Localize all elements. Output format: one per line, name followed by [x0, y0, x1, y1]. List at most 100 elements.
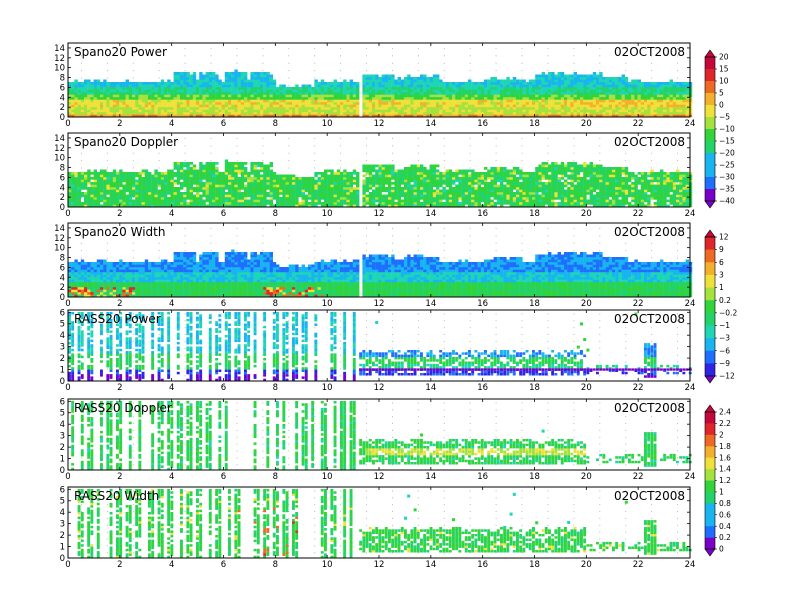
x-axis: 0 2 4 6 8 10 12 14 16 18 20 22 24 [65, 223, 695, 309]
panel-title: RASS20 Doppler [74, 401, 172, 415]
colorbar-label: −15 [719, 137, 735, 146]
x-tick-label: 22 [633, 560, 644, 570]
x-tick-label: 2 [117, 383, 122, 393]
x-tick-label: 24 [685, 119, 696, 129]
x-axis: 0 2 4 6 8 10 12 14 16 18 20 22 24 [65, 310, 695, 393]
colorbar-label: 1 [719, 488, 724, 497]
x-tick-label: 4 [169, 472, 174, 482]
colorbar-label: −0.2 [719, 308, 737, 317]
x-tick-label: 24 [685, 299, 696, 309]
colorbar-label: 0.8 [719, 499, 731, 508]
y-tick-label: 4 [60, 420, 65, 430]
x-tick-label: 8 [273, 209, 278, 219]
panel-date: 02OCT2008 [614, 401, 685, 415]
y-tick-label: 5 [60, 320, 65, 330]
colorbar-segment [705, 434, 715, 447]
x-tick-label: 14 [425, 383, 436, 393]
x-tick-label: 4 [169, 560, 174, 570]
y-tick-label: 12 [54, 234, 65, 244]
panel-title: Spano20 Doppler [74, 135, 178, 149]
x-tick-label: 4 [169, 299, 174, 309]
colorbar-label: 1.2 [719, 476, 731, 485]
panel-title: Spano20 Width [74, 225, 165, 239]
colorbar-segment [705, 325, 715, 339]
x-tick-label: 4 [169, 383, 174, 393]
colorbar-segment [705, 457, 715, 470]
x-tick-label: 0 [65, 119, 70, 129]
x-tick-label: 2 [117, 560, 122, 570]
y-tick-label: 4 [60, 93, 65, 103]
x-tick-label: 6 [221, 209, 226, 219]
x-tick-label: 12 [374, 299, 385, 309]
colorbar-1: 20 15 10 5 0 −5 −10 −15 −20 −25 −30 −35 −40 [704, 49, 735, 209]
panel-title: RASS20 Width [74, 489, 159, 503]
x-axis: 0 2 4 6 8 10 12 14 16 18 20 22 24 [65, 43, 695, 129]
colorbar-label: −40 [719, 197, 735, 206]
y-tick-label: 14 [54, 224, 65, 234]
x-tick-label: 22 [633, 119, 644, 129]
x-tick-label: 24 [685, 209, 696, 219]
x-tick-label: 10 [322, 560, 333, 570]
colorbar-label: 0.2 [719, 296, 731, 305]
colorbar-segment [705, 141, 715, 154]
heatmap-cells [77, 489, 692, 559]
colorbar-label: −3 [719, 334, 730, 343]
y-tick-label: 2 [60, 354, 65, 364]
y-tick-label: 4 [60, 183, 65, 193]
x-tick-label: 14 [425, 472, 436, 482]
panel-date: 02OCT2008 [614, 45, 685, 59]
heatmap-cells [68, 312, 692, 382]
x-tick-label: 14 [425, 560, 436, 570]
y-tick-label: 2 [60, 103, 65, 113]
colorbar-label: 1 [719, 283, 724, 292]
x-tick-label: 6 [221, 383, 226, 393]
y-tick-label: 2 [60, 443, 65, 453]
x-tick-label: 12 [374, 119, 385, 129]
x-tick-label: 6 [221, 560, 226, 570]
colorbar-label: −10 [719, 125, 735, 134]
colorbar-label: −20 [719, 149, 735, 158]
y-tick-label: 6 [60, 485, 65, 495]
y-tick-label: 4 [60, 273, 65, 283]
x-tick-label: 20 [581, 383, 592, 393]
x-tick-label: 12 [374, 383, 385, 393]
heatmap-cells [71, 401, 692, 471]
y-tick-label: 12 [54, 144, 65, 154]
x-tick-label: 10 [322, 383, 333, 393]
y-tick-label: 2 [60, 283, 65, 293]
colorbar-segment [705, 537, 715, 550]
colorbar-label: 10 [719, 77, 729, 86]
colorbar-segment [705, 423, 715, 436]
x-tick-label: 6 [221, 119, 226, 129]
y-tick-label: 6 [60, 83, 65, 93]
colorbar-segment [705, 57, 715, 70]
colorbar-bottom-arrow [704, 548, 716, 557]
y-tick-label: 5 [60, 409, 65, 419]
y-tick-label: 14 [54, 44, 65, 54]
y-axis: 01 23 45 6 [60, 308, 690, 387]
colorbar-segment [705, 338, 715, 351]
colorbar-label: 3 [719, 271, 724, 280]
x-tick-label: 20 [581, 560, 592, 570]
colorbar-segment [705, 249, 715, 263]
colorbar-segment [705, 300, 715, 314]
y-tick-label: 0 [60, 466, 65, 476]
y-axis: 01 23 45 6 [60, 485, 690, 564]
colorbar-segment [705, 81, 715, 94]
colorbar-top-arrow [704, 404, 716, 413]
x-tick-label: 2 [117, 209, 122, 219]
colorbar-segment [705, 117, 715, 130]
y-tick-label: 0 [60, 113, 65, 123]
colorbar-label: 20 [719, 53, 729, 62]
x-tick-label: 12 [374, 209, 385, 219]
x-axis: 0 2 4 6 8 10 12 14 16 18 20 22 24 [65, 399, 695, 482]
x-axis: 0 2 4 6 8 10 12 14 16 18 20 22 24 [65, 487, 695, 570]
x-tick-label: 6 [221, 472, 226, 482]
colorbar-label: 15 [719, 65, 729, 74]
